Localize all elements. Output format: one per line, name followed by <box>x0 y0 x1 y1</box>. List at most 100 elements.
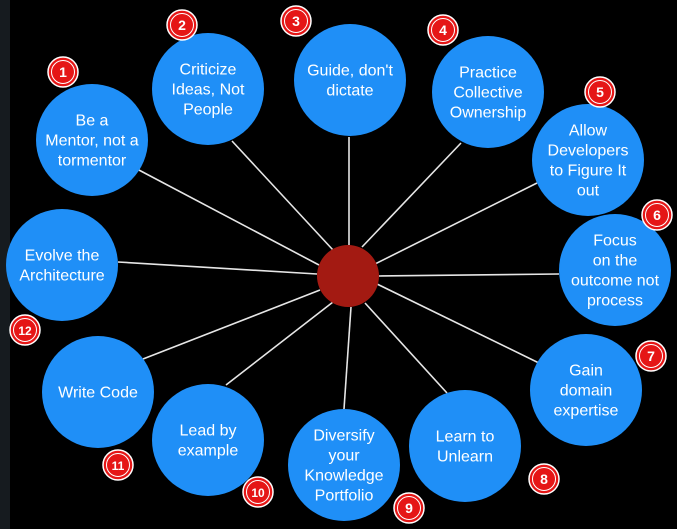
idea-bubble-2: Criticize Ideas, Not People <box>152 33 264 145</box>
connector-line <box>136 168 320 266</box>
idea-bubble-text: dictate <box>326 83 373 100</box>
idea-bubble-4: Practice Collective Ownership <box>432 36 544 148</box>
number-badge-11: 11 <box>102 449 134 481</box>
connector-line <box>372 182 538 266</box>
idea-bubble-text: out <box>577 183 600 200</box>
number-badge-label: 9 <box>405 500 413 516</box>
idea-bubble-9: Diversify your Knowledge Portfolio <box>288 409 400 521</box>
number-badge-10: 10 <box>242 476 274 508</box>
idea-bubble-text: Ownership <box>450 105 527 122</box>
number-badge-12: 12 <box>9 314 41 346</box>
number-badge-5: 5 <box>584 76 616 108</box>
number-badge-8: 8 <box>528 463 560 495</box>
number-badge-label: 11 <box>112 459 125 473</box>
idea-bubble-text: Lead by <box>180 423 237 440</box>
number-badge-7: 7 <box>635 340 667 372</box>
idea-bubble-text: your <box>328 448 360 465</box>
number-badge-ring <box>588 80 612 104</box>
number-badge-circle <box>641 199 673 231</box>
number-badge-ring <box>170 13 194 37</box>
idea-bubble-3: Guide, don't dictate <box>294 24 406 136</box>
central-hub <box>317 245 379 307</box>
idea-bubble-text: Knowledge <box>304 468 383 485</box>
number-badge-ring <box>645 203 669 227</box>
connector-line <box>378 273 560 277</box>
idea-bubble-circle <box>152 33 264 145</box>
idea-bubble-text: Learn to <box>436 429 495 446</box>
idea-bubble-text: Architecture <box>19 268 104 285</box>
idea-bubble-text: Focus <box>593 233 637 250</box>
idea-bubble-circle <box>530 334 642 446</box>
idea-bubble-circle <box>294 24 406 136</box>
number-badge-circle <box>427 14 459 46</box>
idea-bubble-12: Evolve the Architecture <box>6 209 118 321</box>
number-badge-circle <box>166 9 198 41</box>
idea-bubble-text: Evolve the <box>25 248 100 265</box>
connector-line <box>142 289 321 360</box>
idea-bubble-text: Unlearn <box>437 449 493 466</box>
idea-bubble-text: on the <box>593 253 638 270</box>
number-badge-ring <box>639 344 663 368</box>
idea-bubble-text: People <box>183 102 233 119</box>
connector-line <box>225 301 334 386</box>
connector-line <box>376 283 544 366</box>
idea-bubble-circle <box>288 409 400 521</box>
idea-bubble-circle <box>432 36 544 148</box>
number-badge-ring <box>397 496 421 520</box>
idea-bubble-text: Collective <box>453 85 522 102</box>
connector-lines <box>117 137 560 410</box>
number-badge-label: 7 <box>647 348 655 364</box>
idea-bubble-10: Lead by example <box>152 384 264 496</box>
number-badge-label: 2 <box>178 17 186 33</box>
number-badge-label: 4 <box>439 22 447 38</box>
number-badge-label: 12 <box>18 324 32 338</box>
connector-line <box>364 302 448 394</box>
number-badge-ring <box>431 18 455 42</box>
idea-bubble-text: Be a <box>76 113 109 130</box>
idea-bubble-text: Allow <box>569 123 608 140</box>
idea-bubble-text: Diversify <box>313 428 374 445</box>
idea-bubble-text: expertise <box>554 403 619 420</box>
number-badge-label: 3 <box>292 13 300 29</box>
number-badge-circle <box>9 314 41 346</box>
idea-bubble-text: domain <box>560 383 612 400</box>
idea-bubble-11: Write Code <box>42 336 154 448</box>
idea-bubble-text: example <box>178 443 239 460</box>
number-badge-ring <box>532 467 556 491</box>
idea-bubble-circle <box>6 209 118 321</box>
number-badge-ring <box>106 453 130 477</box>
idea-bubble-6: Focus on the outcome not process <box>559 214 671 326</box>
number-badge-label: 5 <box>596 84 604 100</box>
idea-bubble-5: Allow Developers to Figure It out <box>532 104 644 216</box>
idea-bubble-text: Practice <box>459 65 517 82</box>
number-badge-6: 6 <box>641 199 673 231</box>
number-badge-circle <box>280 5 312 37</box>
idea-bubble-text: Write Code <box>58 385 138 402</box>
number-badge-2: 2 <box>166 9 198 41</box>
number-badge-circle <box>635 340 667 372</box>
left-edge-strip <box>0 0 10 529</box>
number-badge-ring <box>51 60 75 84</box>
number-badge-label: 1 <box>59 64 67 80</box>
idea-bubble-text: tormentor <box>58 153 127 170</box>
idea-bubble-text: process <box>587 293 643 310</box>
idea-bubble-8: Learn to Unlearn <box>409 390 521 502</box>
number-badge-1: 1 <box>47 56 79 88</box>
number-badge-circle <box>47 56 79 88</box>
idea-bubble-text: outcome not <box>571 273 660 290</box>
number-badge-circle <box>102 449 134 481</box>
idea-bubble-circle <box>409 390 521 502</box>
idea-bubble-text: Guide, don't <box>307 63 393 80</box>
idea-bubble-text: to Figure It <box>550 163 627 180</box>
idea-bubble-circle <box>532 104 644 216</box>
number-badge-3: 3 <box>280 5 312 37</box>
idea-bubble-circle <box>42 336 154 448</box>
number-badge-4: 4 <box>427 14 459 46</box>
idea-bubble-text: Ideas, Not <box>172 82 245 99</box>
idea-bubble-text: Criticize <box>180 62 237 79</box>
idea-bubble-1: Be a Mentor, not a tormentor <box>36 84 148 196</box>
idea-bubble-text: Mentor, not a <box>45 133 138 150</box>
number-badge-circle <box>393 492 425 524</box>
